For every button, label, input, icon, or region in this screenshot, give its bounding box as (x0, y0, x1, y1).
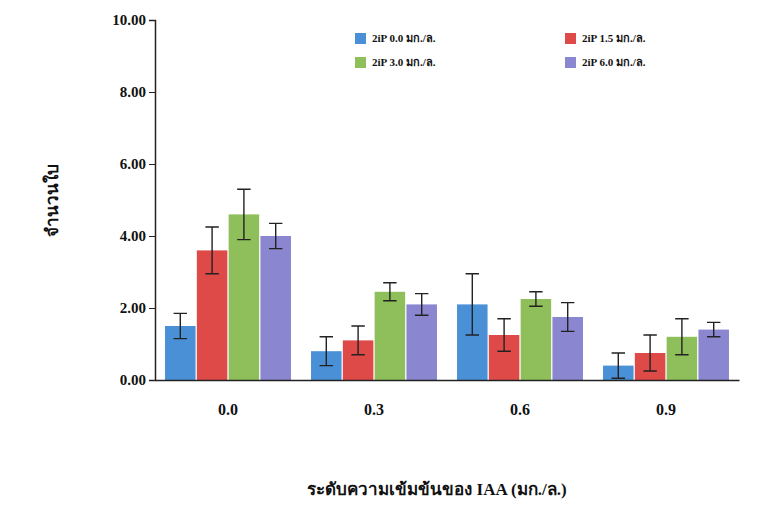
legend-item: 2iP 0.0 มก./ล. (355, 32, 436, 44)
y-tick: 8.00 (120, 84, 155, 100)
series (197, 227, 666, 380)
x-tick: 0.9 (656, 380, 676, 418)
error-bar (643, 335, 656, 371)
x-tick: 0.0 (218, 380, 238, 418)
error-bar (466, 274, 479, 335)
y-tick-label: 8.00 (120, 84, 146, 100)
error-bar (351, 326, 364, 355)
error-bar (497, 319, 510, 351)
x-tick-label: 0.6 (510, 401, 530, 418)
x-tick: 0.3 (364, 380, 384, 418)
x-tick: 0.6 (510, 380, 530, 418)
x-axis-title: ระดับความเข้มข้นของ IAA (มก./ล.) (307, 480, 566, 499)
y-tick: 4.00 (120, 228, 155, 244)
error-bar (675, 319, 688, 355)
legend-item: 2iP 1.5 มก./ล. (565, 32, 646, 44)
error-bar (205, 227, 218, 274)
y-tick-mark (149, 20, 155, 21)
y-tick-label: 6.00 (120, 156, 146, 172)
error-bar (612, 353, 625, 378)
x-axis-line (156, 380, 740, 382)
x-tick-label: 0.9 (656, 401, 676, 418)
legend-label: 2iP 1.5 มก./ล. (582, 32, 646, 44)
x-tick-label: 0.0 (218, 401, 238, 418)
legend-item: 2iP 3.0 มก./ล. (355, 56, 436, 68)
series (229, 189, 698, 380)
y-tick-mark (149, 164, 155, 165)
legend-swatch (565, 33, 576, 44)
plot: 0.00 2.00 4.00 6.00 8.00 10.00 0.0 0.3 0.6 0.9 2iP… (112, 12, 739, 418)
y-tick: 10.00 (112, 12, 155, 28)
error-bar (237, 189, 250, 239)
y-tick-label: 4.00 (120, 228, 146, 244)
x-tick-label: 0.3 (364, 401, 384, 418)
y-axis-line (149, 21, 156, 381)
y-tick: 0.00 (120, 372, 155, 388)
error-bar (561, 303, 574, 332)
bar (260, 236, 291, 380)
series (260, 223, 729, 380)
y-tick: 6.00 (120, 156, 155, 172)
legend-label: 2iP 6.0 มก./ล. (582, 56, 646, 68)
error-bar (415, 294, 428, 316)
error-bar (529, 292, 542, 306)
legend-swatch (565, 57, 576, 68)
bar (521, 299, 552, 380)
legend-label: 2iP 3.0 มก./ล. (372, 56, 436, 68)
y-axis: 0.00 2.00 4.00 6.00 8.00 10.00 (112, 12, 155, 388)
error-bar (383, 283, 396, 301)
bars (165, 189, 729, 380)
legend-swatch (355, 33, 366, 44)
y-axis-title: จำนวนใบ (42, 164, 62, 237)
y-tick-mark (149, 308, 155, 309)
bar (375, 292, 406, 380)
legend: 2iP 0.0 มก./ล. 2iP 1.5 มก./ล. 2iP 3.0 มก./… (355, 32, 646, 68)
y-tick-mark (149, 92, 155, 93)
y-tick-label: 10.00 (112, 12, 146, 28)
error-bar (320, 337, 333, 366)
legend-swatch (355, 57, 366, 68)
y-tick-label: 0.00 (120, 372, 146, 388)
y-tick-label: 2.00 (120, 300, 146, 316)
y-tick-mark (149, 236, 155, 237)
error-bar (269, 223, 282, 248)
chart: 0.00 2.00 4.00 6.00 8.00 10.00 0.0 0.3 0.6 0.9 2iP… (0, 0, 757, 513)
error-bar (174, 313, 187, 338)
y-tick-mark (149, 380, 155, 381)
legend-label: 2iP 0.0 มก./ล. (372, 32, 436, 44)
error-bar (707, 322, 720, 336)
legend-item: 2iP 6.0 มก./ล. (565, 56, 646, 68)
x-axis: 0.0 0.3 0.6 0.9 (156, 380, 740, 418)
y-tick: 2.00 (120, 300, 155, 316)
